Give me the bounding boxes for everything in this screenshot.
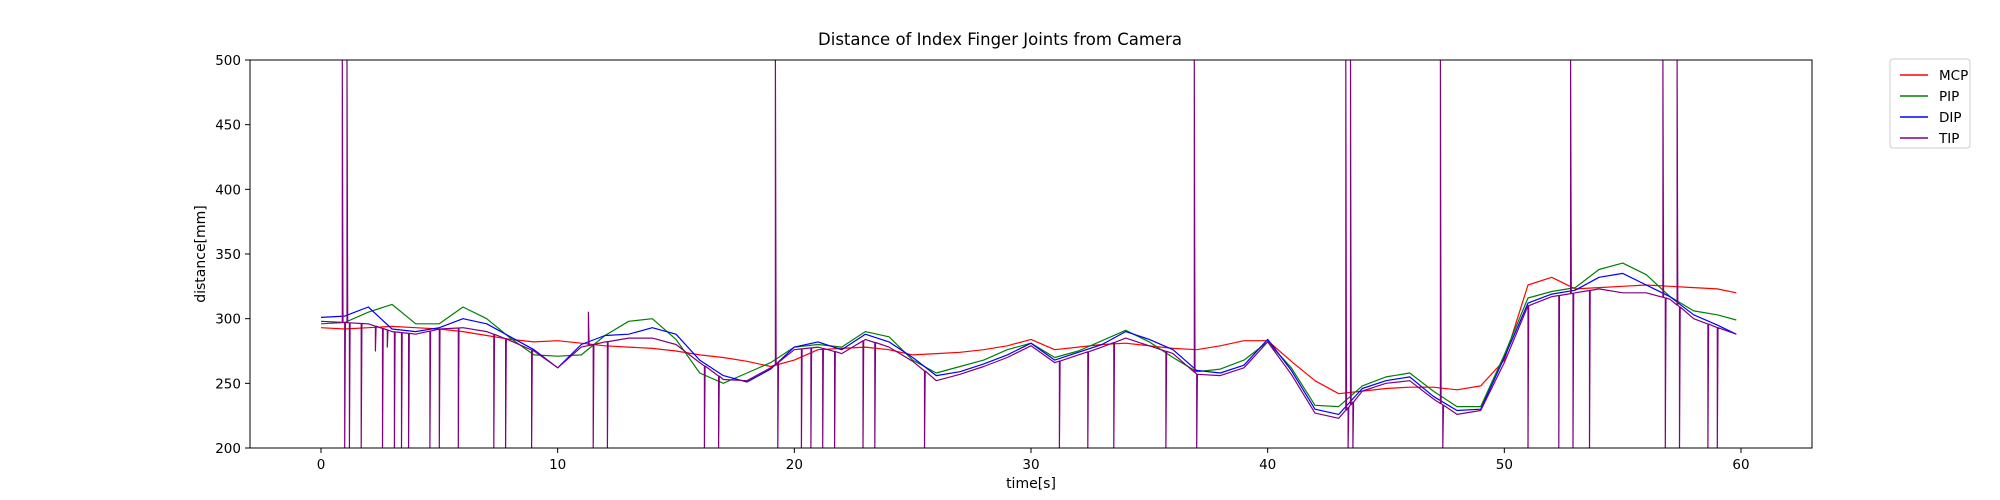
y-tick-label: 450 bbox=[215, 118, 241, 134]
plot-frame bbox=[249, 59, 1813, 449]
x-tick-label: 0 bbox=[317, 457, 326, 473]
y-tick-label: 250 bbox=[215, 376, 241, 392]
y-tick-label: 400 bbox=[215, 182, 241, 198]
y-tick-label: 500 bbox=[215, 53, 241, 69]
legend-box bbox=[1889, 58, 1971, 149]
series-line-tip bbox=[320, 60, 1737, 448]
y-axis: 200 250 300 350 400 450 500 bbox=[215, 53, 250, 457]
x-axis-label: time[s] bbox=[1006, 476, 1056, 492]
y-tick-label: 200 bbox=[215, 441, 241, 457]
x-tick-label: 20 bbox=[786, 457, 803, 473]
x-tick-label: 50 bbox=[1496, 457, 1513, 473]
series-line-pip bbox=[320, 262, 1737, 408]
x-axis: 0 10 20 30 40 50 60 bbox=[317, 448, 1750, 473]
series-line-dip bbox=[320, 272, 1737, 415]
legend-label-tip: TIP bbox=[1938, 131, 1959, 147]
x-tick-label: 10 bbox=[549, 457, 566, 473]
x-tick-label: 30 bbox=[1022, 457, 1039, 473]
series-line-mcp bbox=[320, 276, 1737, 395]
series-lines bbox=[320, 60, 1737, 448]
x-tick-label: 60 bbox=[1732, 457, 1749, 473]
legend-label-dip: DIP bbox=[1939, 110, 1962, 126]
plot-area bbox=[249, 59, 1813, 449]
x-tick-label: 40 bbox=[1259, 457, 1276, 473]
legend-label-mcp: MCP bbox=[1939, 68, 1968, 84]
y-tick-label: 300 bbox=[215, 312, 241, 328]
y-axis-label: distance[mm] bbox=[193, 205, 209, 303]
y-tick-label: 350 bbox=[215, 247, 241, 263]
legend: MCP PIP DIP TIP bbox=[1889, 58, 1971, 149]
legend-label-pip: PIP bbox=[1939, 89, 1959, 105]
chart-title: Distance of Index Finger Joints from Cam… bbox=[818, 30, 1182, 49]
